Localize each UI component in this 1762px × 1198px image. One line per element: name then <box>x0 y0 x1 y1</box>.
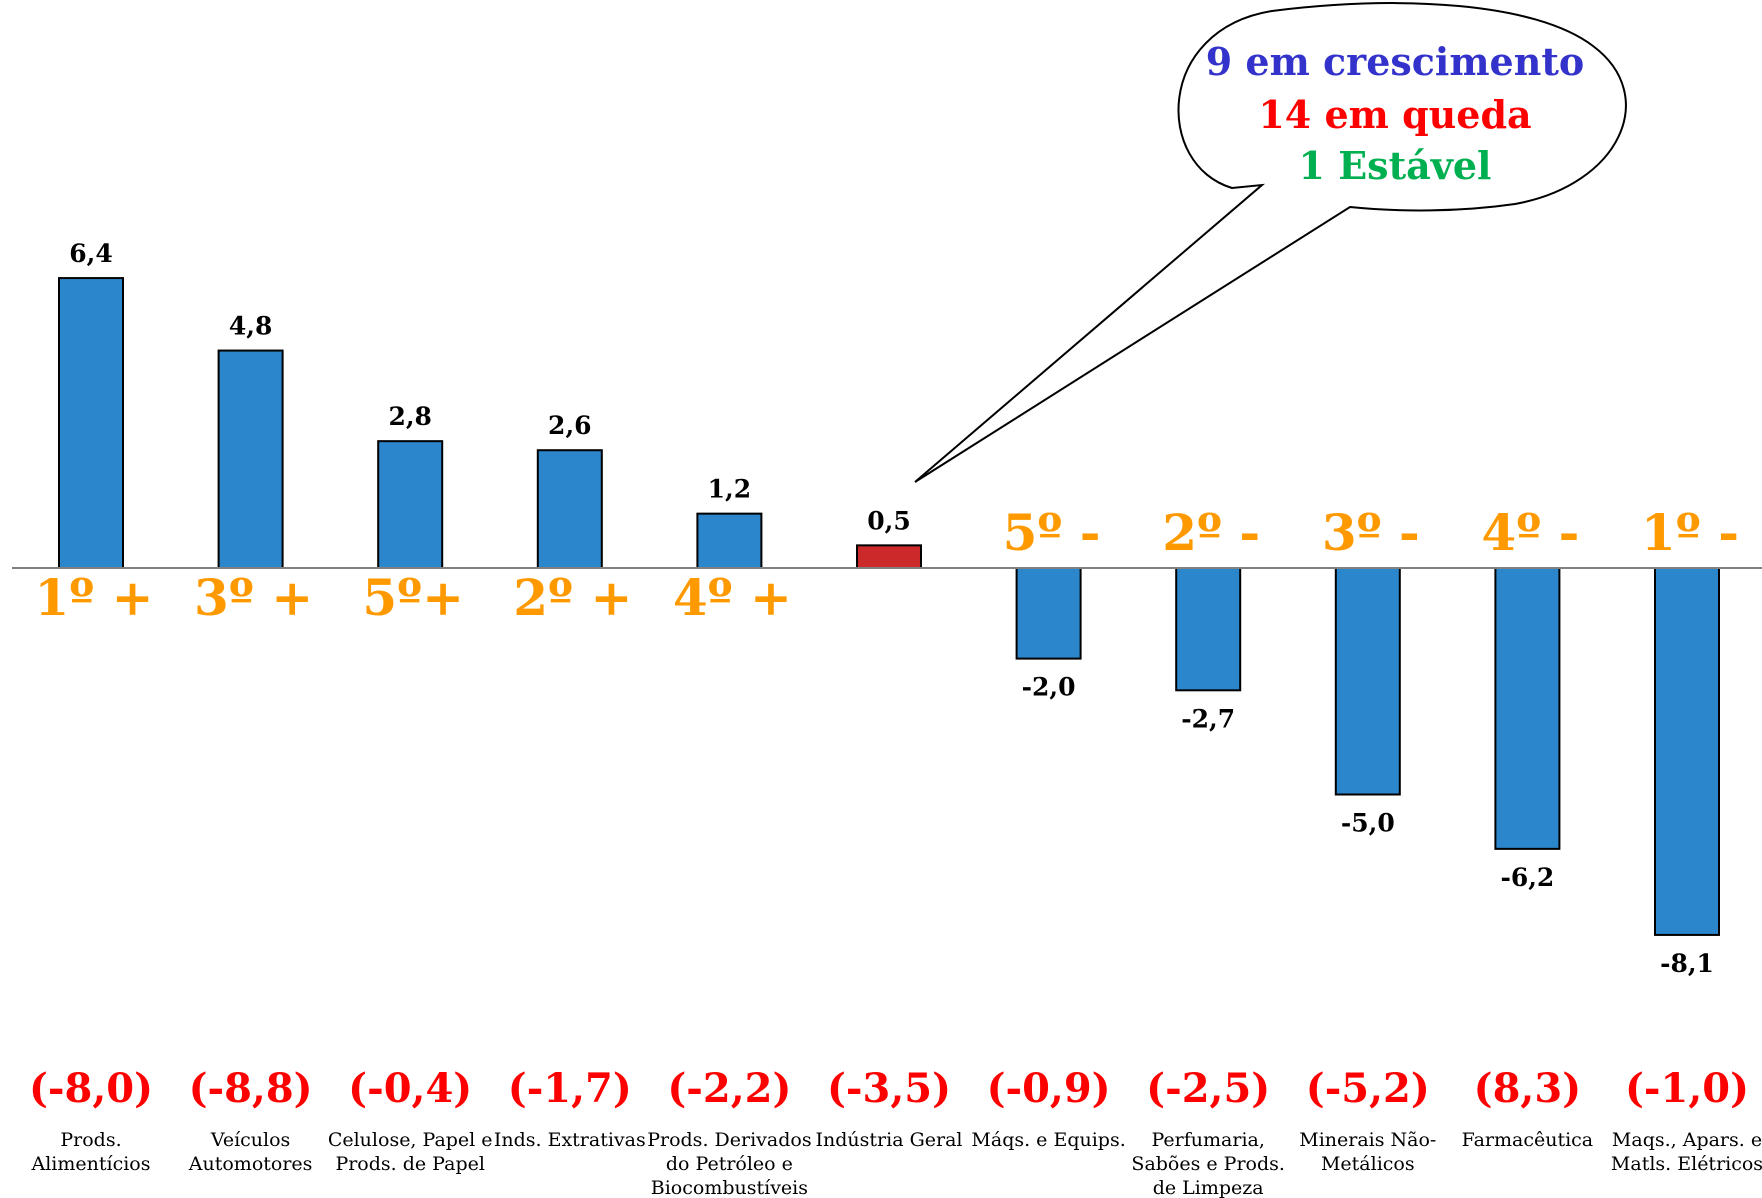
bar <box>58 277 124 569</box>
rank-label: 1º - <box>1641 503 1739 562</box>
bar <box>217 349 284 569</box>
rank-label: 3º - <box>1322 503 1420 562</box>
data-label: -2,0 <box>1022 673 1076 702</box>
previous-value-label: (-2,2) <box>667 1065 791 1112</box>
bar <box>696 512 763 570</box>
category-label: Sabões e Prods. <box>1131 1153 1285 1175</box>
previous-value-label: (-3,5) <box>827 1065 951 1112</box>
data-label: 2,8 <box>388 402 432 431</box>
previous-value-label: (-5,2) <box>1306 1065 1430 1112</box>
data-label: -6,2 <box>1500 863 1554 892</box>
bar <box>856 544 922 569</box>
rank-label: 4º + <box>673 568 792 627</box>
rank-label: 2º + <box>513 568 632 627</box>
bar <box>1175 567 1242 692</box>
category-label: Indústria Geral <box>816 1129 963 1151</box>
category-label: Prods. de Papel <box>335 1153 485 1175</box>
rank-label: 3º + <box>194 568 313 627</box>
rank-label: 5º - <box>1003 503 1101 562</box>
previous-value-label: (-8,0) <box>29 1065 153 1112</box>
bar <box>1494 567 1561 850</box>
category-label: Minerais Não- <box>1299 1129 1436 1151</box>
callout-decline-text: 14 em queda <box>1258 92 1531 137</box>
rank-label: 1º + <box>34 568 153 627</box>
category-label: Prods. <box>60 1129 121 1151</box>
category-label: Automotores <box>188 1153 313 1175</box>
data-label: -2,7 <box>1181 704 1235 733</box>
data-label: 1,2 <box>708 475 752 504</box>
category-label: Prods. Derivados <box>647 1129 811 1151</box>
category-label: Metálicos <box>1321 1153 1415 1175</box>
rank-label: 5º+ <box>362 568 464 627</box>
category-label: Farmacêutica <box>1462 1129 1593 1151</box>
data-label: 0,5 <box>867 506 911 535</box>
rank-label: 2º - <box>1162 503 1260 562</box>
bar <box>1334 567 1401 796</box>
category-label: Celulose, Papel e <box>328 1129 493 1151</box>
previous-value-label: (8,3) <box>1474 1065 1581 1112</box>
category-label: Inds. Extrativas <box>494 1129 646 1151</box>
data-label: -5,0 <box>1341 809 1395 838</box>
category-label: Alimentícios <box>31 1153 151 1175</box>
previous-value-label: (-8,8) <box>189 1065 313 1112</box>
rank-label: 4º - <box>1481 503 1579 562</box>
previous-value-label: (-1,7) <box>508 1065 632 1112</box>
bar <box>1654 567 1720 936</box>
callout: 9 em crescimento 14 em queda 1 Estável <box>914 2 1627 483</box>
category-label: de Limpeza <box>1153 1177 1264 1198</box>
category-label: Perfumaria, <box>1151 1129 1264 1151</box>
bar <box>377 440 444 569</box>
category-label: Biocombustíveis <box>651 1177 808 1198</box>
data-label: -8,1 <box>1660 949 1714 978</box>
bar <box>1015 567 1082 660</box>
data-label: 2,6 <box>548 411 592 440</box>
previous-value-label: (-0,4) <box>348 1065 472 1112</box>
previous-value-label: (-0,9) <box>987 1065 1111 1112</box>
previous-value-label: (-1,0) <box>1625 1065 1749 1112</box>
bars-group: 6,4 1º + (-8,0) Prods.Alimentícios 4,8 3º + (-… <box>29 239 1762 1198</box>
category-label: do Petróleo e <box>666 1153 793 1175</box>
callout-stable-text: 1 Estável <box>1299 143 1492 188</box>
previous-value-label: (-2,5) <box>1146 1065 1270 1112</box>
data-label: 4,8 <box>229 312 273 341</box>
bar <box>536 449 603 569</box>
data-label: 6,4 <box>69 239 113 268</box>
callout-growth-text: 9 em crescimento <box>1206 39 1585 84</box>
category-label: Matls. Elétricos <box>1611 1153 1762 1175</box>
callout-bubble <box>914 2 1627 483</box>
category-label: Máqs. e Equips. <box>971 1129 1125 1151</box>
category-label: Maqs., Apars. e <box>1612 1129 1762 1151</box>
category-label: Veículos <box>210 1129 290 1151</box>
